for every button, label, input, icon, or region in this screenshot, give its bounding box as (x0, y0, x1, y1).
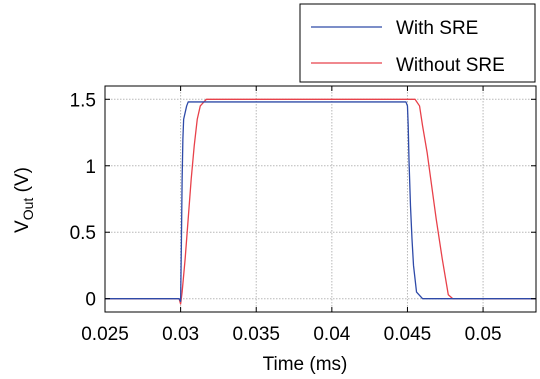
y-axis-label-unit: (V) (12, 167, 33, 198)
series-layer (105, 98, 536, 305)
x-axis-label: Time (ms) (263, 354, 348, 375)
y-axis-label-main: V (12, 220, 33, 233)
grid (104, 86, 536, 312)
y-tick-label: 1.5 (70, 90, 96, 111)
x-tick-label: 0.025 (81, 324, 129, 345)
plot-frame (104, 85, 537, 313)
x-tick-label: 0.05 (465, 324, 502, 345)
legend-label-without-sre: Without SRE (396, 55, 505, 76)
tick-layer: 0.025 0.03 0.035 0.04 0.045 0.05 0 0.5 1 1.5 (70, 86, 536, 345)
series-line-with-sre (105, 101, 536, 303)
y-axis-label: VOut (V) (12, 167, 36, 233)
y-tick-label: 1 (85, 157, 96, 178)
x-tick-label: 0.035 (232, 324, 280, 345)
legend-label-with-sre: With SRE (396, 18, 478, 39)
x-tick-label: 0.045 (384, 324, 432, 345)
x-tick-label: 0.04 (313, 324, 350, 345)
series-line-without-sre (105, 98, 536, 305)
legend: With SRE Without SRE (299, 3, 536, 83)
legend-box (299, 3, 536, 83)
x-tick-label: 0.03 (162, 324, 199, 345)
y-tick-label: 0 (85, 290, 96, 311)
y-tick-label: 0.5 (70, 223, 96, 244)
y-axis-label-sub: Out (20, 198, 36, 221)
